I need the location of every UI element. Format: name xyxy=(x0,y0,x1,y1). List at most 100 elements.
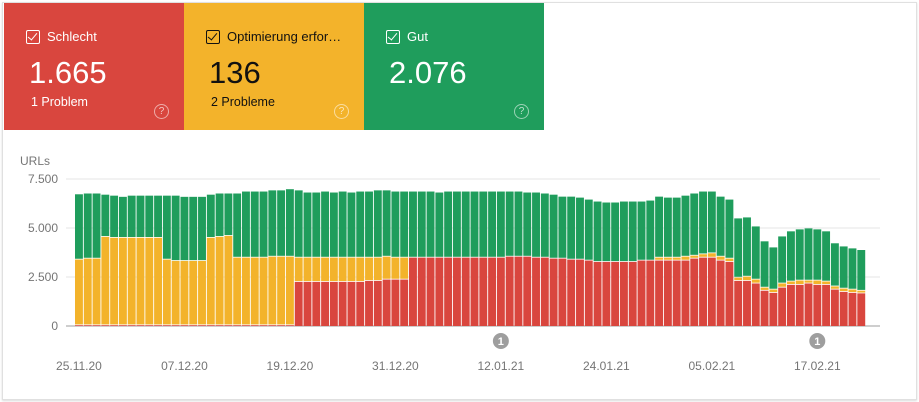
bar-schlecht xyxy=(356,281,365,326)
bar-schlecht xyxy=(725,261,734,326)
checkbox-checked-icon[interactable] xyxy=(386,29,400,44)
bar-gut xyxy=(347,192,356,257)
annotation-label: 1 xyxy=(498,336,504,348)
bar-optimierung-erforderlich xyxy=(329,257,338,282)
bar-gut xyxy=(382,190,391,256)
bar-schlecht xyxy=(189,325,198,327)
card-subtext: 2 Probleme xyxy=(211,95,275,109)
help-circle-icon[interactable]: ? xyxy=(334,104,349,119)
bar-schlecht xyxy=(822,284,831,326)
bar-gut xyxy=(681,195,690,256)
bar-schlecht xyxy=(136,325,145,327)
bar-gut xyxy=(303,192,312,257)
bar-schlecht xyxy=(619,261,628,326)
bar-gut xyxy=(743,217,751,276)
checkbox-checked-icon[interactable] xyxy=(206,29,220,44)
bar-gut xyxy=(751,226,760,279)
bar-gut xyxy=(321,191,330,257)
card-optimierung[interactable]: Optimierung erfor… 136 2 Probleme ? xyxy=(184,3,364,130)
bar-schlecht xyxy=(206,325,215,327)
bar-optimierung-erforderlich xyxy=(778,283,787,287)
bar-schlecht xyxy=(751,283,760,326)
card-schlecht[interactable]: Schlecht 1.665 1 Problem ? xyxy=(4,3,184,130)
bar-schlecht xyxy=(672,260,681,326)
bar-schlecht xyxy=(523,256,532,326)
bar-gut xyxy=(839,246,848,288)
bar-schlecht xyxy=(699,257,707,326)
bar-schlecht xyxy=(435,257,444,326)
bar-schlecht xyxy=(83,325,92,327)
bar-gut xyxy=(426,191,435,257)
bar-optimierung-erforderlich xyxy=(277,256,286,325)
bar-gut xyxy=(496,191,505,257)
card-value: 2.076 xyxy=(389,55,467,90)
bar-gut xyxy=(285,189,294,256)
y-axis-title: URLs xyxy=(20,154,50,168)
bar-optimierung-erforderlich xyxy=(347,257,356,282)
bar-schlecht xyxy=(268,325,277,327)
bar-schlecht xyxy=(294,281,303,326)
bar-gut xyxy=(672,197,681,257)
annotation-marker[interactable] xyxy=(492,333,509,349)
bar-optimierung-erforderlich xyxy=(75,259,83,325)
bar-gut xyxy=(514,191,523,256)
bar-schlecht xyxy=(716,260,725,326)
annotation-marker[interactable] xyxy=(809,333,826,349)
bar-schlecht xyxy=(365,280,373,326)
bar-gut xyxy=(734,218,743,277)
bar-schlecht xyxy=(145,325,154,327)
help-circle-icon[interactable]: ? xyxy=(154,104,169,119)
bar-gut xyxy=(215,193,224,237)
bar-schlecht xyxy=(118,325,127,327)
card-gut[interactable]: Gut 2.076 ? xyxy=(364,3,544,130)
bar-gut xyxy=(118,196,127,237)
bar-schlecht xyxy=(857,293,866,326)
bar-schlecht xyxy=(180,325,189,327)
bar-optimierung-erforderlich xyxy=(655,257,664,260)
bar-schlecht xyxy=(321,281,330,326)
bar-schlecht xyxy=(250,325,259,327)
bar-schlecht xyxy=(690,258,699,326)
bar-schlecht xyxy=(92,325,101,327)
bar-gut xyxy=(540,193,549,257)
bar-gut xyxy=(162,195,171,259)
bar-schlecht xyxy=(461,257,470,326)
bar-gut xyxy=(83,193,92,258)
bar-schlecht xyxy=(646,260,655,326)
bar-gut xyxy=(848,248,857,289)
y-tick-label: 2.500 xyxy=(28,270,58,284)
bar-gut xyxy=(75,194,83,259)
bar-gut xyxy=(233,193,242,257)
bar-gut xyxy=(822,231,831,281)
bar-gut xyxy=(655,196,664,257)
bar-gut xyxy=(619,201,628,262)
bar-schlecht xyxy=(470,257,479,326)
bar-gut xyxy=(716,196,725,256)
bar-gut xyxy=(277,190,286,256)
bar-optimierung-erforderlich xyxy=(804,280,813,283)
x-tick-label: 19.12.20 xyxy=(267,359,314,373)
card-value: 136 xyxy=(209,55,261,90)
bar-optimierung-erforderlich xyxy=(699,254,707,257)
bar-gut xyxy=(365,191,373,257)
bar-gut xyxy=(180,196,189,261)
bar-schlecht xyxy=(75,325,83,327)
bar-schlecht xyxy=(734,280,743,326)
bar-optimierung-erforderlich xyxy=(294,257,303,282)
bar-gut xyxy=(294,190,303,257)
bar-optimierung-erforderlich xyxy=(198,260,206,325)
bar-schlecht xyxy=(488,257,497,326)
bar-gut xyxy=(479,191,488,257)
bar-optimierung-erforderlich xyxy=(162,259,171,325)
bar-optimierung-erforderlich xyxy=(215,236,224,325)
bar-schlecht xyxy=(830,289,839,326)
bar-optimierung-erforderlich xyxy=(206,237,215,325)
help-circle-icon[interactable]: ? xyxy=(514,104,529,119)
bar-schlecht xyxy=(628,261,637,326)
checkbox-checked-icon[interactable] xyxy=(26,29,40,44)
bar-gut xyxy=(628,201,637,262)
annotation-label: 1 xyxy=(814,336,820,348)
bar-schlecht xyxy=(760,290,769,326)
bar-schlecht xyxy=(101,325,110,327)
bar-optimierung-erforderlich xyxy=(725,258,734,262)
